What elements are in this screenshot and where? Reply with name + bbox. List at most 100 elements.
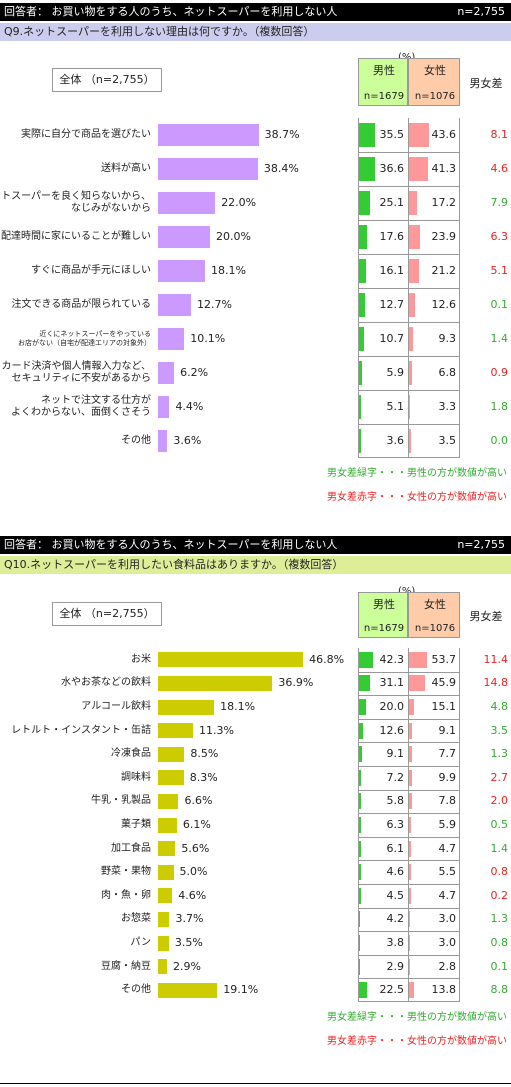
- q10-female-value: 4.7: [438, 888, 457, 902]
- q10-male-label: 男性: [373, 598, 395, 611]
- q9-category-label: ネットスーパーを良く知らないから、なじみがないから: [0, 191, 151, 215]
- q10-bar-value: 2.9%: [172, 959, 201, 973]
- q9-bar-value: 22.0%: [221, 196, 257, 209]
- q9-bar: [158, 328, 185, 350]
- q10-bar-value: 11.3%: [199, 723, 234, 737]
- q9-male-n: n=1679: [363, 91, 405, 102]
- q9-female-value: 3.5: [438, 434, 457, 447]
- q10-diff-value: 1.3: [490, 912, 509, 926]
- q9-male-value: 10.7: [379, 332, 405, 345]
- q9-n-total: n=2,755: [457, 5, 505, 18]
- q9-female-n: n=1076: [414, 91, 456, 102]
- q9-category-label-line: その他: [121, 435, 151, 446]
- q9-diff-value: 0.1: [490, 298, 509, 311]
- q10-bar-value: 3.7%: [175, 912, 204, 926]
- q10-male-header: 男性 n=1679: [358, 592, 408, 638]
- q9-category-label: その他: [121, 435, 151, 447]
- q10-diff-value: 0.1: [490, 959, 509, 973]
- q9-pct-unit: (%): [398, 52, 415, 63]
- q10-diff-value: 2.0: [490, 794, 509, 808]
- q9-male-bar: [359, 191, 371, 215]
- q10-bar: [158, 699, 215, 715]
- q10-male-bar: [359, 675, 370, 692]
- q9-male-value: 16.1: [379, 264, 405, 277]
- q10-row-separator: [358, 907, 460, 909]
- q10-question-text: Q10.ネットスーパーを利用したい食料品はありますか。（複数回答）: [4, 558, 344, 571]
- q10-row-separator: [358, 789, 460, 791]
- q10-category-label: 加工食品: [111, 843, 151, 855]
- q9-female-bar: [409, 327, 414, 351]
- q10-bar: [158, 817, 177, 833]
- q10-diff-value: 4.8: [490, 700, 509, 713]
- q10-diff-value: 8.8: [490, 983, 509, 997]
- q10-all-label: 全体 （n=2,755）: [52, 602, 162, 626]
- q10-male-bar: [359, 769, 362, 786]
- q9-female-value: 23.9: [431, 230, 457, 243]
- q10-diff-value: 14.8: [483, 676, 509, 690]
- q10-male-bar: [359, 864, 361, 881]
- q9-respondent: 回答者： お買い物をする人のうち、ネットスーパーを利用しない人: [4, 5, 338, 18]
- q10-category-label: お惣菜: [121, 913, 151, 925]
- q10-table-divider: [408, 648, 409, 1002]
- q10-bar: [158, 746, 185, 762]
- q10-bar: [158, 911, 170, 927]
- q10-bar-value: 6.6%: [184, 794, 213, 808]
- q9-bar: [158, 226, 210, 248]
- q10-male-value: 9.1: [386, 747, 405, 761]
- q9-diff-value: 5.1: [490, 264, 509, 277]
- q10-female-header: 女性 n=1076: [408, 592, 460, 638]
- q10-category-label-line: 冷凍食品: [111, 748, 151, 760]
- q9-category-label-line: 実際に自分で商品を選びたい: [21, 129, 151, 140]
- q10-category-label-line: 肉・魚・卵: [101, 889, 151, 901]
- q10-category-label-line: 牛乳・乳製品: [91, 795, 151, 807]
- q9-category-label-line: 配達時間に家にいることが難しい: [1, 231, 151, 242]
- q10-row-separator: [358, 978, 460, 980]
- q10-bar-value: 8.3%: [189, 770, 218, 784]
- q9-bar: [158, 260, 206, 282]
- q9-male-value: 5.1: [386, 400, 405, 413]
- q9-female-bar: [409, 429, 411, 453]
- q9-category-label: カード決済や個人情報入力など、 セキュリティに不安があるから: [2, 361, 152, 385]
- q9-female-bar: [409, 361, 413, 385]
- q10-row-separator: [358, 742, 460, 744]
- q10-female-value: 2.8: [438, 959, 457, 973]
- q10-legend-green: 男女差緑字・・・男性の方が数値が高い: [327, 1012, 507, 1023]
- q9-legend-green: 男女差緑字・・・男性の方が数値が高い: [327, 468, 507, 479]
- q9-category-label: 近くにネットスーパーをやっている お店がない（自宅が配達エリアの対象外）: [18, 330, 151, 348]
- q9-bar-value: 10.1%: [190, 332, 226, 345]
- q10-diff-value: 11.4: [483, 652, 509, 666]
- q9-male-value: 5.9: [386, 366, 405, 379]
- q10-row-separator: [358, 766, 460, 767]
- q10-bar: [158, 723, 194, 739]
- q10-bar: [158, 888, 173, 904]
- q10-male-value: 42.3: [379, 652, 405, 666]
- q9-category-label: 実際に自分で商品を選びたい: [21, 129, 151, 141]
- q10-legend-red: 男女差赤字・・・女性の方が数値が高い: [327, 1036, 507, 1047]
- q9-female-bar: [409, 191, 417, 215]
- q10-table-grid: [358, 648, 460, 1002]
- q9-category-label-line: 近くにネットスーパーをやっている: [39, 330, 151, 338]
- q10-diff-value: 0.5: [490, 818, 509, 831]
- q9-bar: [158, 192, 216, 214]
- q9-male-header: 男性 n=1679: [358, 58, 408, 106]
- q9-diff-value: 1.4: [490, 332, 509, 345]
- q10-male-bar: [359, 699, 366, 715]
- q9-all-label: 全体 （n=2,755）: [52, 68, 162, 92]
- q10-bar: [158, 652, 304, 668]
- q10-male-bar: [359, 817, 362, 833]
- q10-category-label: 肉・魚・卵: [101, 890, 151, 902]
- q10-bar: [158, 959, 167, 975]
- q10-female-bar: [409, 722, 413, 739]
- q10-bar-value: 5.6%: [181, 841, 210, 855]
- q10-bar-value: 5.0%: [179, 865, 208, 879]
- q10-male-value: 6.3: [386, 818, 405, 831]
- q10-category-label-line: アルコール飲料: [81, 701, 151, 712]
- q9-male-bar: [359, 259, 367, 283]
- q10-bar: [158, 675, 273, 691]
- q10-bar: [158, 864, 174, 880]
- q10-male-bar: [359, 935, 361, 951]
- q10-question: Q10.ネットスーパーを利用したい食料品はありますか。（複数回答）: [0, 556, 511, 574]
- q9-male-bar: [359, 157, 376, 181]
- q9-category-label-line: お店がない（自宅が配達エリアの対象外）: [18, 339, 151, 347]
- q10-row-separator: [358, 884, 460, 885]
